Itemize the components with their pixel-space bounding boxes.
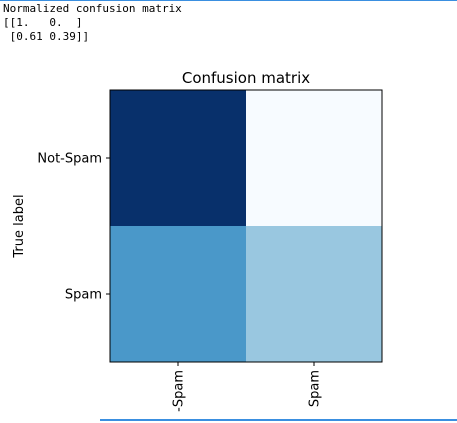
heatmap-cell xyxy=(110,90,246,226)
heatmap-cell xyxy=(246,90,382,226)
x-tick-labels: -Spam Spam xyxy=(172,370,323,412)
heatmap-cell xyxy=(246,226,382,362)
x-tick-label: -Spam xyxy=(172,370,187,412)
heatmap-cell xyxy=(110,226,246,362)
y-tick-labels: Not-Spam Spam xyxy=(37,152,102,303)
x-tick-label: Spam xyxy=(308,370,323,407)
y-tick-label: Not-Spam xyxy=(37,152,102,167)
y-tick-label: Spam xyxy=(65,288,102,303)
chart-title: Confusion matrix xyxy=(182,69,310,87)
bottom-divider xyxy=(100,419,457,421)
heatmap-cells xyxy=(110,90,382,362)
y-axis-label: True label xyxy=(12,194,27,258)
